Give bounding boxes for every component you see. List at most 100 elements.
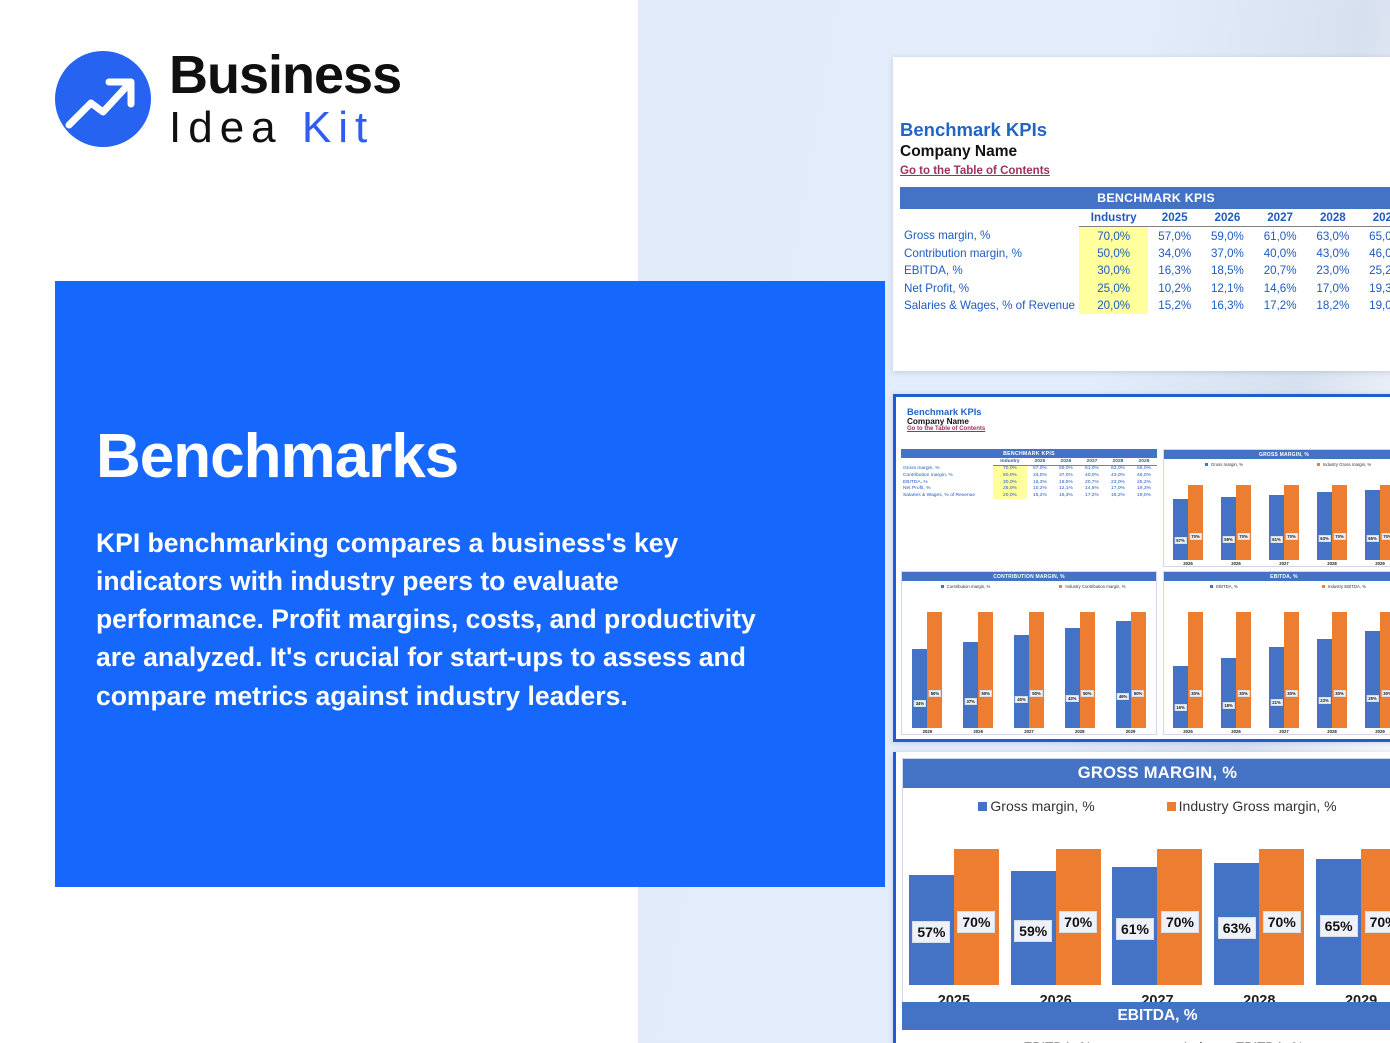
- bar-pair: 57% 70%: [908, 833, 999, 985]
- kpi-value: 16,3%: [1058, 492, 1073, 498]
- brand-kit-word: Kit: [301, 103, 375, 152]
- bar-series-company[interactable]: 40%: [1013, 635, 1029, 728]
- x-axis-label: 2025: [922, 729, 933, 734]
- bar-series-industry[interactable]: 70%: [1236, 484, 1251, 560]
- bar-series-company[interactable]: 61%: [1112, 866, 1158, 985]
- kpi-col-header: 2028: [1104, 458, 1131, 466]
- dashboard-grid: BENCHMARK KPIS Industry 2025 2026 2027 2028 20…: [901, 449, 1390, 735]
- bar-series-company[interactable]: 25%: [1365, 631, 1380, 728]
- sheet-header-top: Benchmark KPIs Company Name Go to the Ta…: [900, 119, 1050, 179]
- bar-series-industry[interactable]: 70%: [1188, 484, 1203, 560]
- bar-series-company[interactable]: 21%: [1269, 646, 1284, 728]
- chart-gross-margin-mini[interactable]: GROSS MARGIN, % Gross margin, % Industry G…: [1163, 449, 1390, 567]
- bar-value-label: 59%: [1222, 536, 1235, 544]
- chart-contribution-margin-mini[interactable]: CONTRIBUTION MARGIN, % Contribution margi…: [901, 571, 1157, 735]
- chart-group: 37% 50% 2026: [953, 598, 1004, 734]
- chart-legend: EBITDA, % Industry EBITDA, %: [902, 1040, 1390, 1043]
- bar-series-industry[interactable]: 70%: [1332, 484, 1347, 560]
- chart-plot-area: 16% 30% 2025 18% 30% 2026 21% 30% 2027 23% 30% 2028…: [1164, 598, 1390, 734]
- bar-series-company[interactable]: 18%: [1221, 658, 1236, 728]
- bar-value-label: 50%: [979, 690, 992, 698]
- bar-series-industry[interactable]: 50%: [1028, 611, 1044, 728]
- legend-item: EBITDA, %: [1011, 1040, 1091, 1043]
- table-of-contents-link[interactable]: Go to the Table of Contents: [907, 426, 986, 432]
- spreadsheet-panel-top[interactable]: Benchmark KPIs Company Name Go to the Ta…: [893, 57, 1390, 371]
- bar-series-company[interactable]: 59%: [1221, 496, 1236, 560]
- kpi-table-wrap-top: BENCHMARK KPIS Industry 2025 2026 2027 2…: [900, 187, 1390, 315]
- bar-value-label: 37%: [964, 698, 977, 706]
- chart-title: EBITDA, %: [902, 1002, 1390, 1030]
- bar-series-company[interactable]: 34%: [912, 648, 928, 728]
- kpi-table-body: BENCHMARK KPIS Industry 2025 2026 2027 2…: [900, 187, 1390, 315]
- kpi-col-2029: 2029: [1359, 209, 1390, 228]
- bar-series-company[interactable]: 63%: [1214, 862, 1260, 985]
- legend-label: Gross margin, %: [1211, 462, 1243, 467]
- kpi-col-header: 2026: [1052, 458, 1079, 466]
- table-row: EBITDA, % 30,0% 16,3% 18,5% 20,7% 23,0% …: [900, 262, 1390, 280]
- kpi-value: 19,3%: [1137, 486, 1151, 492]
- kpi-col-2028: 2028: [1306, 209, 1360, 228]
- bar-value-label: 50%: [1081, 690, 1094, 698]
- bar-series-industry[interactable]: 70%: [1380, 484, 1390, 560]
- kpi-value: 19,0%: [1369, 299, 1390, 313]
- chart-ebitda-mini[interactable]: EBITDA, % EBITDA, % Industry EBITDA, % 16% 3…: [1163, 571, 1390, 735]
- bar-series-industry[interactable]: 50%: [1079, 611, 1095, 728]
- legend-item: Contribution margin, %: [902, 584, 1029, 589]
- table-row: Salaries & Wages, % of Revenue 20,0% 15,…: [900, 296, 1390, 315]
- bar-series-industry[interactable]: 30%: [1236, 611, 1251, 728]
- bar-series-industry[interactable]: 50%: [1130, 611, 1146, 728]
- bar-series-company[interactable]: 57%: [1173, 498, 1188, 560]
- bar-series-company[interactable]: 57%: [908, 874, 954, 985]
- bar-series-industry[interactable]: 70%: [1055, 849, 1101, 985]
- chart-gross-margin-large[interactable]: GROSS MARGIN, % Gross margin, % Industry G…: [902, 758, 1390, 1014]
- bar-series-industry[interactable]: 30%: [1188, 611, 1203, 728]
- bar-series-company[interactable]: 59%: [1010, 870, 1056, 985]
- bar-series-company[interactable]: 23%: [1317, 638, 1332, 728]
- x-axis-label: 2026: [1231, 561, 1241, 566]
- bar-value-label: 70%: [1237, 533, 1250, 541]
- chart-plot-area: 34% 50% 2025 37% 50% 2026 40% 50% 2027 43% 50% 2028…: [902, 598, 1156, 734]
- bar-series-industry[interactable]: 70%: [953, 849, 999, 985]
- bar-series-company[interactable]: 43%: [1064, 628, 1080, 728]
- legend-item: EBITDA, %: [1164, 584, 1284, 589]
- spreadsheet-panel-large-chart[interactable]: GROSS MARGIN, % Gross margin, % Industry G…: [893, 752, 1390, 1043]
- bar-value-label: 30%: [1189, 690, 1202, 698]
- x-axis-label: 2027: [1279, 561, 1289, 566]
- chart-ebitda-large[interactable]: EBITDA, % EBITDA, % Industry EBITDA, %: [902, 1002, 1390, 1043]
- spreadsheet-panel-dashboard[interactable]: Benchmark KPIs Company Name Go to the Ta…: [893, 394, 1390, 742]
- bar-series-company[interactable]: 63%: [1317, 492, 1332, 560]
- bar-series-industry[interactable]: 50%: [978, 611, 994, 728]
- kpi-col-2027: 2027: [1253, 209, 1307, 228]
- bar-series-industry[interactable]: 70%: [1361, 849, 1390, 985]
- bar-value-label: 59%: [1014, 919, 1053, 942]
- bar-series-company[interactable]: 37%: [963, 641, 979, 728]
- bar-series-company[interactable]: 65%: [1365, 490, 1380, 560]
- legend-swatch-icon: [940, 585, 944, 588]
- table-of-contents-link[interactable]: Go to the Table of Contents: [900, 165, 1050, 177]
- bar-series-industry[interactable]: 70%: [1157, 849, 1203, 985]
- bar-series-company[interactable]: 46%: [1115, 621, 1131, 728]
- x-axis-label: 2028: [1075, 729, 1085, 734]
- bar-series-company[interactable]: 65%: [1316, 859, 1362, 985]
- legend-item: Industry Gross margin, %: [1166, 798, 1337, 814]
- bar-series-industry[interactable]: 70%: [1284, 484, 1299, 560]
- dashboard-inner: Benchmark KPIs Company Name Go to the Ta…: [896, 397, 1390, 739]
- kpi-industry-value: 20,0%: [1079, 296, 1149, 315]
- kpi-industry-value: 70,0%: [993, 465, 1027, 473]
- bar-value-label: 25%: [1366, 695, 1379, 703]
- bar-series-industry[interactable]: 30%: [1380, 611, 1390, 728]
- bar-series-company[interactable]: 16%: [1173, 665, 1188, 728]
- bar-pair: 63% 70%: [1317, 476, 1347, 560]
- table-row: Gross margin, % 70,0% 57,0% 59,0% 61,0% …: [900, 226, 1390, 245]
- bar-series-industry[interactable]: 30%: [1284, 611, 1299, 728]
- bar-pair: 18% 30%: [1221, 598, 1251, 728]
- legend-item: Gross margin, %: [978, 798, 1095, 814]
- bar-series-company[interactable]: 61%: [1269, 494, 1284, 560]
- kpi-value: 25,2%: [1137, 479, 1151, 485]
- bar-value-label: 57%: [1174, 536, 1187, 544]
- chart-title: CONTRIBUTION MARGIN, %: [902, 572, 1156, 581]
- bar-series-industry[interactable]: 30%: [1332, 611, 1347, 728]
- x-axis-label: 2029: [1375, 561, 1385, 566]
- bar-series-industry[interactable]: 70%: [1259, 849, 1305, 985]
- bar-series-industry[interactable]: 50%: [927, 611, 943, 728]
